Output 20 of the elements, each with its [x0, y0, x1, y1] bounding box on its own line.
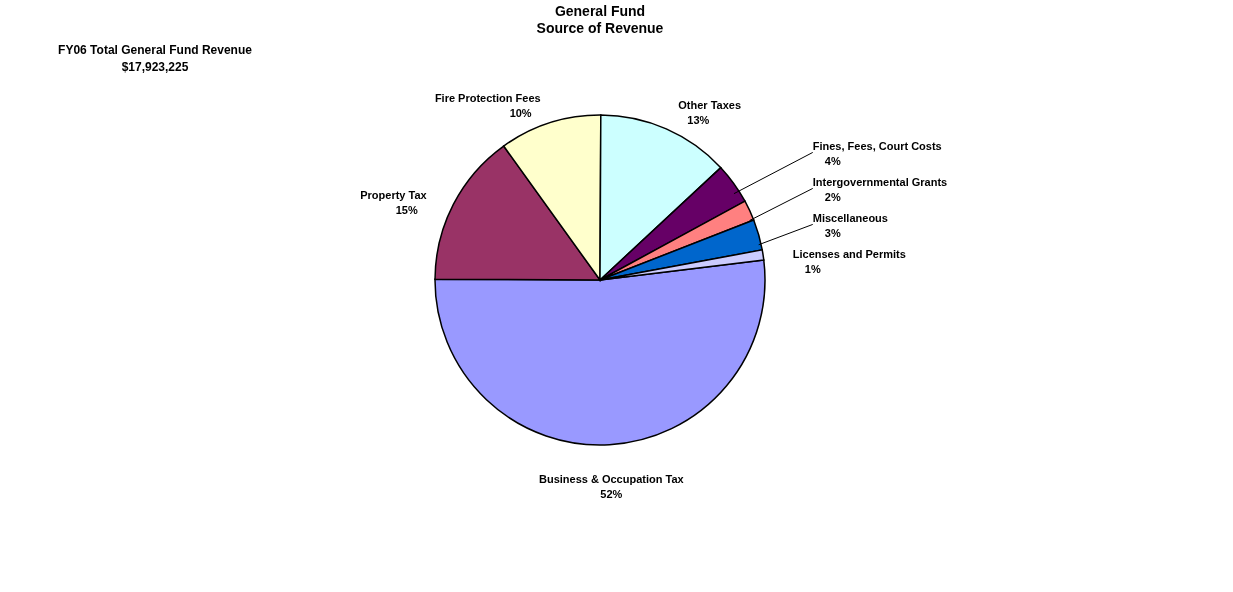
text: $17,923,225: [121, 60, 189, 74]
slice-label: Business & Occupation Tax: [538, 472, 685, 485]
slice-label: Miscellaneous: [812, 212, 888, 225]
data-label: 4%: [824, 155, 841, 168]
slice-label: Fire Protection Fees: [434, 92, 541, 105]
data-label: 3%: [824, 227, 841, 240]
data-label: 15%: [395, 203, 418, 216]
data-label: 10%: [509, 107, 532, 120]
slice-label: Licenses and Permits: [792, 248, 906, 261]
data-label: 2%: [824, 191, 841, 204]
slice-label: Fines, Fees, Court Costs: [812, 140, 942, 153]
slice-label: Intergovernmental Grants: [812, 176, 948, 189]
chart-subtitle: Source of Revenue: [536, 20, 664, 36]
data-label: 13%: [687, 114, 710, 127]
slice-label: Property Tax: [360, 188, 428, 201]
data-label: 52%: [600, 487, 623, 500]
text: FY06 Total General Fund Revenue: [58, 43, 253, 57]
chart-title: General Fund: [554, 3, 646, 19]
slice-label: Other Taxes: [678, 99, 742, 112]
data-label: 1%: [804, 263, 821, 276]
